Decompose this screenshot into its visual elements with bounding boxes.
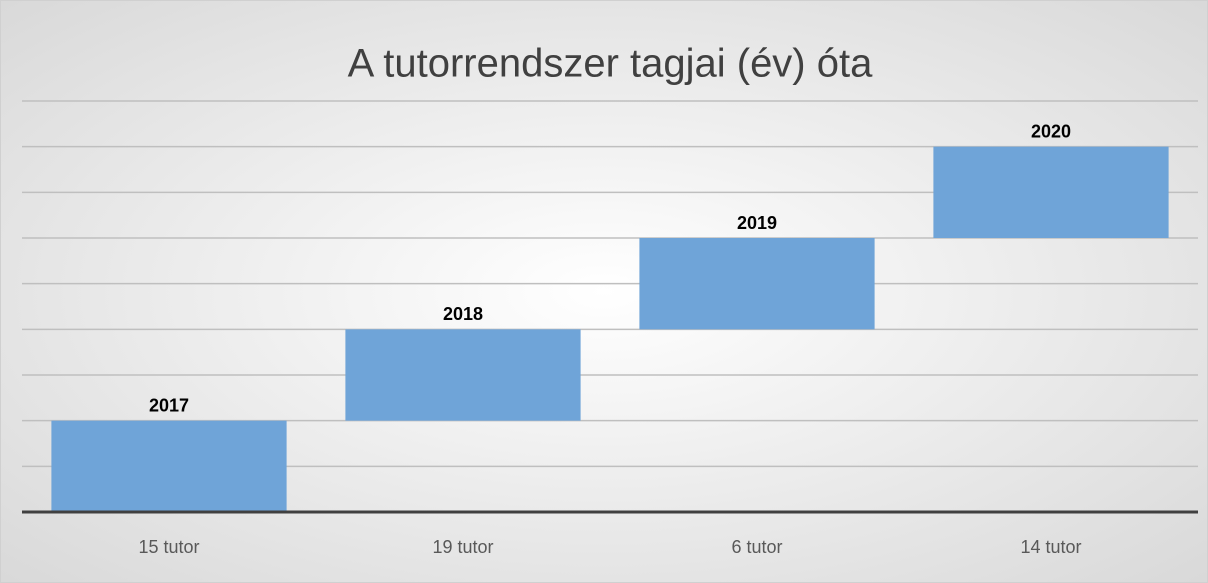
bar-label: 2018 (443, 304, 483, 324)
x-tick-label: 19 tutor (432, 537, 493, 557)
bar-label: 2020 (1031, 121, 1071, 141)
x-tick-label: 14 tutor (1020, 537, 1081, 557)
chart-title: A tutorrendszer tagjai (év) óta (348, 42, 873, 86)
x-tick-label: 6 tutor (731, 537, 782, 557)
x-tick-label: 15 tutor (138, 537, 199, 557)
bar-segment (639, 238, 875, 330)
bar-label: 2019 (737, 213, 777, 233)
bar-segment (933, 146, 1169, 238)
bar-label: 2017 (149, 395, 189, 415)
bar-segment (345, 329, 581, 421)
bar-segment (51, 420, 287, 512)
